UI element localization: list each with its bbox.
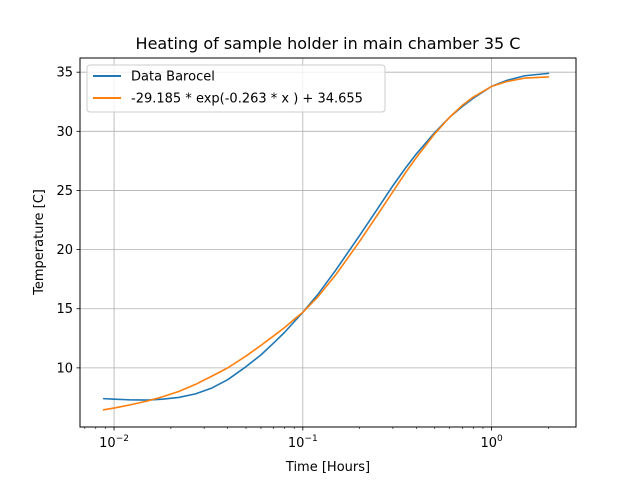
x-tick-label: 100 bbox=[480, 434, 503, 451]
series-line-data-barocel bbox=[102, 72, 550, 401]
series-line-fit bbox=[102, 76, 550, 411]
legend-label-data-barocel: Data Barocel bbox=[131, 70, 215, 85]
plot-frame bbox=[79, 57, 577, 428]
y-axis-label: Temperature [C] bbox=[32, 189, 47, 296]
series-layer bbox=[102, 72, 550, 411]
legend-box bbox=[86, 64, 386, 113]
x-tick-label: 10−2 bbox=[99, 434, 129, 451]
y-tick-label: 25 bbox=[56, 184, 73, 199]
y-tick-label: 15 bbox=[56, 302, 73, 317]
x-tick-label: 10−1 bbox=[288, 434, 318, 451]
x-axis-label: Time [Hours] bbox=[285, 460, 370, 475]
y-tick-label: 10 bbox=[56, 361, 73, 376]
legend-label-fit: -29.185 * exp(-0.263 * x ) + 34.655 bbox=[131, 92, 363, 107]
y-tick-label: 35 bbox=[56, 66, 73, 81]
y-tick-label: 30 bbox=[56, 125, 73, 140]
legend: Data Barocel -29.185 * exp(-0.263 * x ) … bbox=[86, 64, 386, 113]
chart-title: Heating of sample holder in main chamber… bbox=[136, 34, 521, 53]
y-tick-label: 20 bbox=[56, 243, 73, 258]
ticks: 10−2 10−1 100 10 15 20 25 30 35 bbox=[56, 66, 549, 451]
